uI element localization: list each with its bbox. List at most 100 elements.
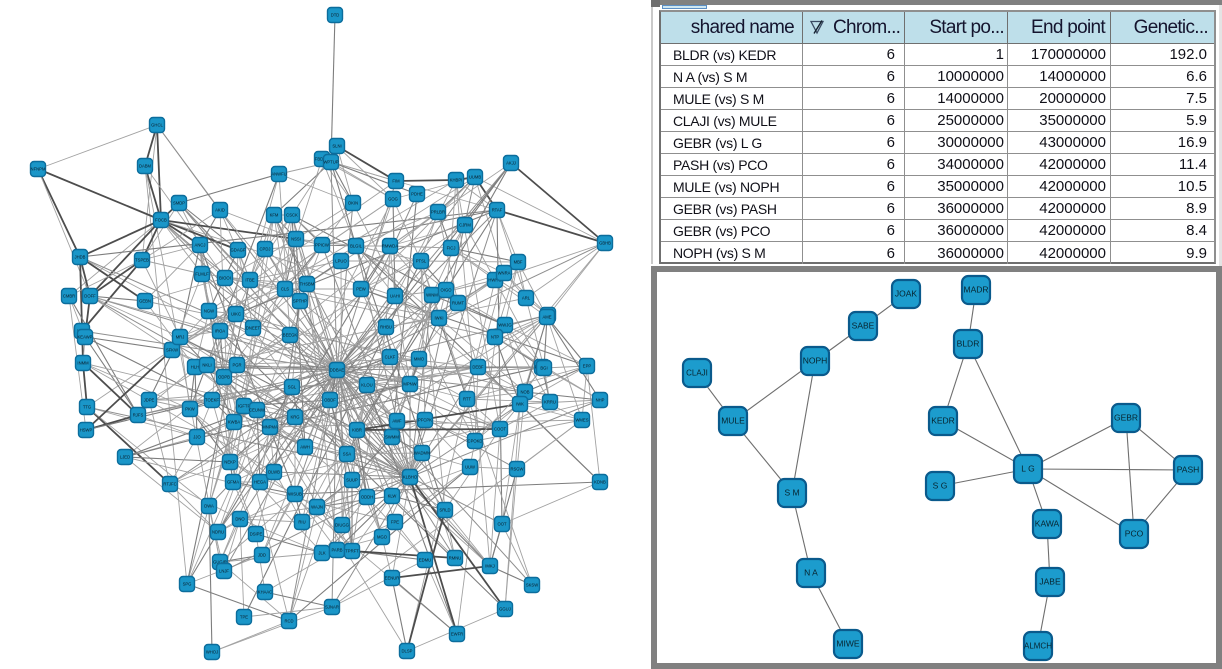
svg-text:SPTHP: SPTHP [293,299,307,304]
svg-text:GEBR: GEBR [1114,413,1138,423]
svg-text:CPDJ: CPDJ [260,247,271,252]
svg-text:PCO: PCO [1125,529,1144,539]
svg-text:DABM: DABM [139,164,152,169]
svg-text:MIWE: MIWE [836,639,859,649]
svg-text:RJFS: RJFS [133,413,144,418]
svg-text:PGR: PGR [232,363,241,368]
svg-text:NHP: NHP [596,398,605,403]
svg-text:KEAWP: KEAWP [78,335,93,340]
svg-text:RTJFC: RTJFC [163,482,176,487]
svg-text:NOPH: NOPH [803,356,828,366]
svg-text:NOB: NOB [520,390,529,395]
svg-text:PDHE: PDHE [411,192,423,197]
svg-text:BLDR: BLDR [957,339,980,349]
svg-text:OIGO: OIGO [441,288,453,293]
svg-text:RHBU: RHBU [380,325,392,330]
svg-text:JOAK: JOAK [895,289,918,299]
svg-text:IWK: IWK [516,402,524,407]
svg-text:SJNAR: SJNAR [325,605,339,610]
svg-text:ANCJ: ANCJ [195,243,206,248]
svg-text:SSA: SSA [343,452,352,457]
svg-text:DOFF: DOFF [84,294,96,299]
svg-text:BIOOI: BIOOI [219,276,231,281]
svg-text:NGW: NGW [204,309,214,314]
svg-text:EWFR: EWFR [451,632,463,637]
svg-text:LJED: LJED [120,455,130,460]
svg-text:RMNU: RMNU [449,556,462,561]
svg-text:AKJJ: AKJJ [506,161,516,166]
svg-text:RCD: RCD [284,619,293,624]
svg-text:CSCK: CSCK [286,213,298,218]
svg-text:CLS: CLS [281,287,289,292]
svg-text:IGFTF: IGFTF [238,404,251,409]
svg-text:S G: S G [933,481,948,491]
svg-text:DNO: DNO [235,517,245,522]
svg-text:BLGIL: BLGIL [350,244,363,249]
svg-text:GOG: GOG [388,197,398,202]
svg-text:DIUGG: DIUGG [335,523,349,528]
svg-text:SLNI: SLNI [332,144,341,149]
svg-text:MRJ: MRJ [176,335,185,340]
svg-text:SRLD: SRLD [439,508,450,513]
svg-text:LNJF: LNJF [219,569,229,574]
svg-text:KLW: KLW [388,494,397,499]
svg-text:COOT: COOT [494,427,507,432]
svg-text:KHBPI: KHBPI [450,178,463,183]
svg-text:TPE: TPE [240,615,248,620]
svg-text:HEGA: HEGA [254,480,266,485]
svg-text:HWHG: HWHG [488,278,501,283]
svg-text:MGO: MGO [377,535,388,540]
svg-text:RIU: RIU [298,520,305,525]
svg-text:PPICW: PPICW [315,243,329,248]
svg-text:AME: AME [542,315,551,320]
svg-text:JLK: JLK [318,551,325,556]
svg-text:WINM: WINM [426,293,438,298]
svg-text:SGL: SGL [288,385,297,390]
svg-text:KEDR: KEDR [931,416,955,426]
svg-text:WISUB: WISUB [288,492,302,497]
svg-text:HSWP: HSWP [80,428,93,433]
svg-text:AWH: AWH [300,445,310,450]
svg-text:AKID: AKID [215,208,225,213]
svg-text:NEKP: NEKP [224,460,236,465]
svg-text:PEW: PEW [356,287,366,292]
svg-text:SFKW: SFKW [166,348,178,353]
svg-text:WPTUP: WPTUP [323,160,338,165]
svg-text:LPUO: LPUO [335,259,347,264]
svg-text:GUGIR: GUGIR [213,560,227,565]
svg-text:DEBF: DEBF [472,365,484,370]
svg-text:DLSP: DLSP [402,649,413,654]
svg-text:FBDKG: FBDKG [315,157,329,162]
svg-text:FIM: FIM [392,179,400,184]
svg-text:TOEKF: TOEKF [205,398,219,403]
svg-text:WWJG: WWJG [498,323,511,328]
svg-text:EENUR: EENUR [385,576,400,581]
svg-text:INMM: INMM [77,361,89,366]
svg-text:PFCPK: PFCPK [418,418,432,423]
svg-text:FPE: FPE [391,520,399,525]
svg-text:ARL: ARL [522,296,531,301]
svg-text:FOCB: FOCB [155,218,167,223]
svg-text:PKW: PKW [185,407,195,412]
svg-text:ODPB: ODPB [218,375,230,380]
svg-text:WNRA: WNRA [498,271,511,276]
svg-text:GGUJ: GGUJ [499,607,511,612]
svg-text:CEUNW: CEUNW [249,408,265,413]
svg-text:RUMT: RUMT [452,301,465,306]
svg-text:PARB: PARB [331,548,342,553]
svg-text:EPP: EPP [583,364,592,369]
svg-text:GHCL: GHCL [151,123,163,128]
svg-text:CPOKD: CPOKD [468,439,483,444]
svg-text:ODDH: ODDH [361,495,373,500]
svg-text:GEBN: GEBN [139,299,151,304]
svg-text:CJRM: CJRM [459,223,471,228]
svg-text:CMBR: CMBR [63,294,75,299]
svg-text:RTT: RTT [463,397,472,402]
svg-text:ALMCH: ALMCH [1024,642,1052,651]
svg-text:MNPMA: MNPMA [262,425,278,430]
svg-text:KLOU: KLOU [361,383,372,388]
svg-text:THSBM: THSBM [300,282,315,287]
svg-text:ITBE: ITBE [245,278,255,283]
svg-text:MMO: MMO [414,357,425,362]
svg-text:UUMB: UUMB [469,175,482,180]
